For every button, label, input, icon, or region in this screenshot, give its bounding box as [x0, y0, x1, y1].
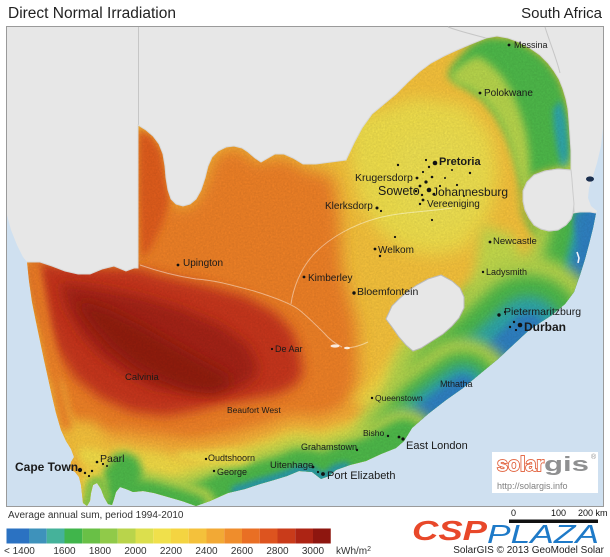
svg-text:Mthatha: Mthatha [440, 379, 473, 389]
svg-text:Grahamstown: Grahamstown [301, 442, 357, 452]
svg-text:kWh/m2: kWh/m2 [336, 546, 371, 557]
svg-text:Ladysmith: Ladysmith [486, 267, 527, 277]
svg-text:PLAZA: PLAZA [487, 519, 599, 549]
svg-text:Beaufort West: Beaufort West [227, 405, 281, 415]
svg-text:Pietermaritzburg: Pietermaritzburg [504, 306, 581, 318]
svg-text:Krugersdorp: Krugersdorp [355, 172, 413, 184]
svg-text:Durban: Durban [524, 320, 566, 334]
svg-text:George: George [217, 467, 247, 477]
svg-text:Queenstown: Queenstown [375, 393, 423, 403]
svg-text:Uitenhage: Uitenhage [270, 460, 313, 471]
svg-text:http://solargis.info: http://solargis.info [497, 481, 568, 491]
svg-text:1800: 1800 [89, 546, 112, 557]
svg-text:Paarl: Paarl [100, 453, 125, 465]
svg-text:South Africa: South Africa [521, 5, 603, 22]
svg-text:1600: 1600 [53, 546, 76, 557]
svg-text:Pretoria: Pretoria [439, 156, 481, 168]
svg-text:solargis: solargis [497, 454, 589, 476]
svg-text:Johannesburg: Johannesburg [432, 185, 508, 199]
svg-text:Upington: Upington [183, 258, 223, 269]
svg-text:Cape Town: Cape Town [15, 460, 78, 474]
svg-text:SolarGIS © 2013 GeoModel Solar: SolarGIS © 2013 GeoModel Solar [453, 545, 604, 556]
svg-text:Soweto: Soweto [378, 184, 420, 198]
svg-text:Direct Normal Irradiation: Direct Normal Irradiation [8, 5, 176, 22]
svg-text:Vereeniging: Vereeniging [427, 199, 480, 210]
svg-text:Newcastle: Newcastle [493, 236, 537, 247]
svg-text:East London: East London [406, 440, 468, 452]
svg-text:2800: 2800 [266, 546, 289, 557]
svg-text:®: ® [591, 453, 597, 461]
svg-text:Bloemfontein: Bloemfontein [357, 286, 418, 298]
svg-text:Kimberley: Kimberley [308, 273, 352, 284]
svg-text:Average annual sum, period 199: Average annual sum, period 1994-2010 [8, 510, 184, 521]
svg-text:< 1400: < 1400 [4, 546, 35, 557]
svg-text:0: 0 [511, 508, 516, 518]
svg-text:100: 100 [551, 508, 566, 518]
svg-text:2000: 2000 [124, 546, 147, 557]
svg-text:Oudtshoorn: Oudtshoorn [208, 453, 255, 463]
svg-text:200 km: 200 km [578, 508, 608, 518]
svg-text:Port Elizabeth: Port Elizabeth [327, 470, 395, 482]
svg-text:De Aar: De Aar [275, 344, 303, 354]
svg-text:CSP: CSP [412, 515, 487, 546]
svg-text:2400: 2400 [195, 546, 218, 557]
svg-text:2200: 2200 [160, 546, 183, 557]
svg-text:Polokwane: Polokwane [484, 88, 533, 99]
svg-text:Klerksdorp: Klerksdorp [325, 201, 373, 212]
svg-text:2600: 2600 [231, 546, 254, 557]
svg-text:Calvinia: Calvinia [125, 372, 160, 383]
svg-text:Messina: Messina [514, 40, 548, 50]
svg-text:Welkom: Welkom [378, 245, 414, 256]
svg-text:3000: 3000 [302, 546, 325, 557]
svg-text:Bisho: Bisho [363, 428, 385, 438]
